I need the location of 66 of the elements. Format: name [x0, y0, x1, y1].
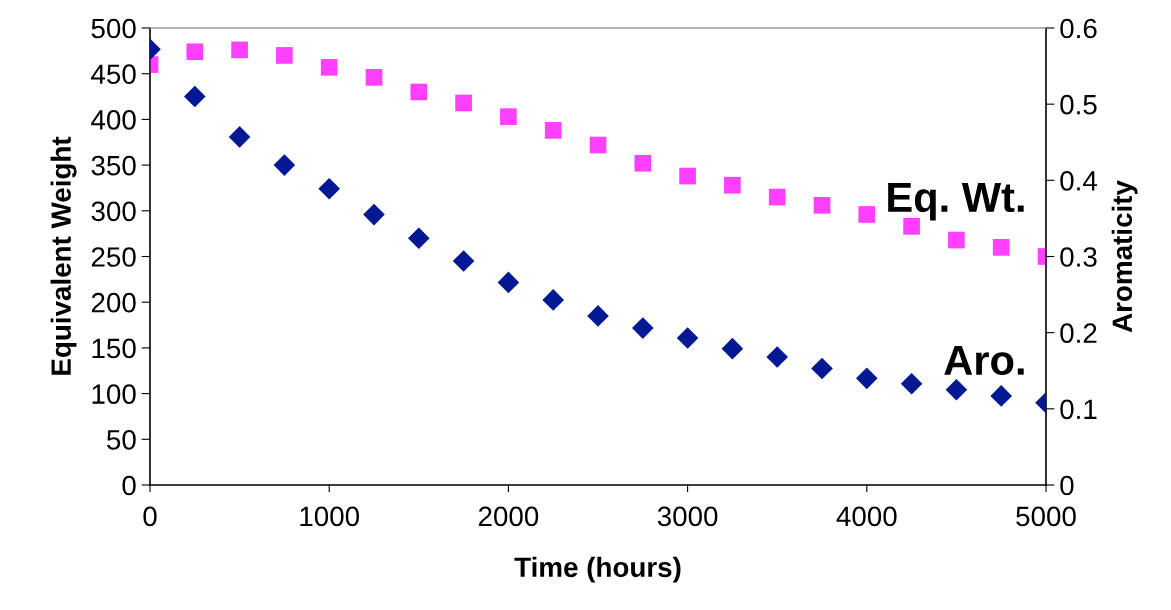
point: [990, 385, 1012, 407]
point: [544, 122, 562, 139]
y2-tick-label: 0: [1060, 475, 1074, 496]
point: [500, 108, 517, 125]
y-tick-label: 150: [92, 338, 136, 359]
y-tick-label: 450: [91, 64, 136, 85]
point: [408, 227, 430, 250]
y2-tick-label: 0.2: [1060, 323, 1097, 344]
point: [900, 372, 923, 395]
x-tick-label: 2000: [478, 506, 539, 527]
point: [813, 196, 831, 214]
point: [273, 154, 296, 176]
point: [858, 206, 876, 223]
point: [945, 378, 968, 401]
y-tick-label: 50: [107, 429, 136, 450]
point: [856, 367, 878, 390]
x-tick-label: 3000: [657, 506, 718, 527]
y2-axis-title: Aromaticity: [1111, 180, 1138, 333]
point: [948, 231, 965, 249]
point: [811, 357, 833, 380]
y-tick-label: 100: [92, 384, 136, 404]
point: [676, 327, 699, 349]
series-label: Aro.: [944, 345, 1024, 376]
point: [318, 177, 340, 200]
y-tick-label: 300: [91, 201, 136, 222]
point: [186, 43, 204, 61]
x-tick-label: 0: [143, 506, 157, 527]
y2-tick-label: 0.1: [1060, 399, 1097, 420]
y2-tick-label: 0.6: [1060, 18, 1097, 39]
point: [363, 203, 385, 226]
series-label: Eq. Wt.: [888, 183, 1024, 221]
point: [768, 188, 786, 206]
point: [365, 69, 383, 86]
point: [276, 47, 293, 64]
point: [634, 154, 652, 172]
point: [497, 271, 520, 294]
y-tick-label: 350: [91, 155, 136, 176]
point: [410, 83, 428, 101]
y2-tick-label: 0.3: [1060, 247, 1097, 267]
x-tick-label: 1000: [300, 506, 360, 527]
y-tick-label: 0: [122, 475, 136, 496]
point: [542, 289, 564, 311]
y-tick-label: 200: [91, 292, 136, 313]
y-tick-label: 500: [91, 18, 136, 39]
point: [992, 239, 1010, 256]
y2-tick-label: 0.5: [1060, 94, 1097, 115]
point: [228, 126, 251, 148]
point: [721, 337, 744, 360]
point: [320, 58, 338, 76]
x-tick-label: 5000: [1016, 506, 1076, 527]
y-tick-label: 400: [91, 110, 136, 130]
point: [231, 41, 248, 59]
point: [589, 136, 607, 154]
point: [587, 305, 609, 327]
x-axis-title: Time (hours): [514, 556, 681, 583]
y-axis-title: Equivalent Weight: [50, 136, 77, 375]
y2-tick-label: 0.4: [1060, 171, 1097, 191]
point: [452, 250, 475, 272]
x-tick-label: 4000: [836, 506, 897, 527]
point: [679, 167, 696, 185]
point: [724, 176, 741, 194]
y-tick-label: 250: [91, 247, 136, 267]
point: [632, 317, 654, 339]
point: [455, 94, 472, 112]
point: [766, 346, 788, 368]
point: [184, 85, 206, 108]
